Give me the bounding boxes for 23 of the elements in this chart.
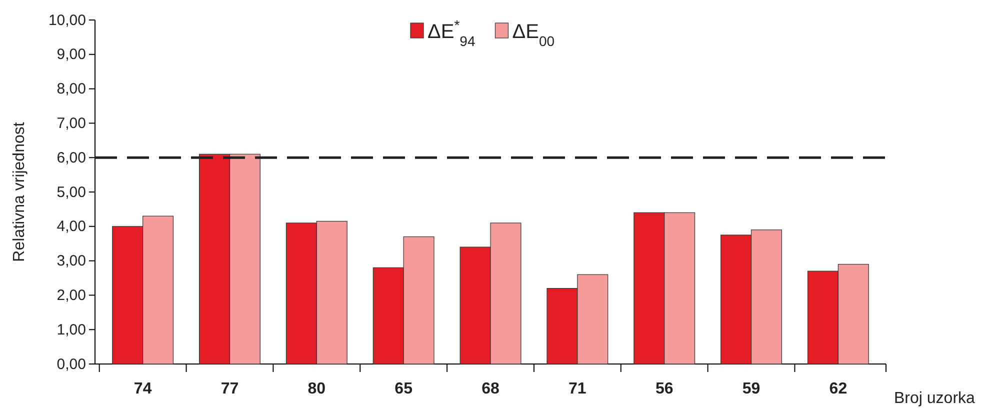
y-axis-title: Relativna vrijednost	[11, 122, 28, 262]
y-tick-label: 0,00	[56, 356, 86, 373]
y-tick-label: 3,00	[56, 252, 86, 270]
x-tick-label: 68	[482, 380, 500, 398]
y-tick-label: 10,00	[48, 12, 86, 29]
y-tick-label: 1,00	[56, 321, 86, 338]
x-tick-label: 74	[134, 380, 152, 398]
y-tick-label: 4,00	[56, 218, 86, 236]
x-tick-label: 59	[742, 380, 760, 398]
legend-label: ΔE$_{00}$	[512, 21, 555, 49]
x-tick-label: 80	[308, 380, 326, 398]
y-tick-label: 7,00	[56, 115, 86, 132]
x-axis-title: Broj uzorka	[894, 390, 976, 407]
x-tick-label: 77	[220, 380, 239, 398]
x-tick-label: 65	[394, 380, 413, 398]
x-tick-label: 71	[568, 380, 586, 398]
y-tick-label: 6,00	[56, 149, 86, 166]
x-tick-label: 62	[829, 380, 848, 398]
x-tick-label: 56	[655, 380, 674, 398]
y-tick-label: 8,00	[56, 80, 86, 98]
y-tick-label: 2,00	[56, 287, 86, 304]
y-tick-label: 5,00	[56, 184, 86, 201]
y-tick-label: 9,00	[56, 46, 86, 64]
